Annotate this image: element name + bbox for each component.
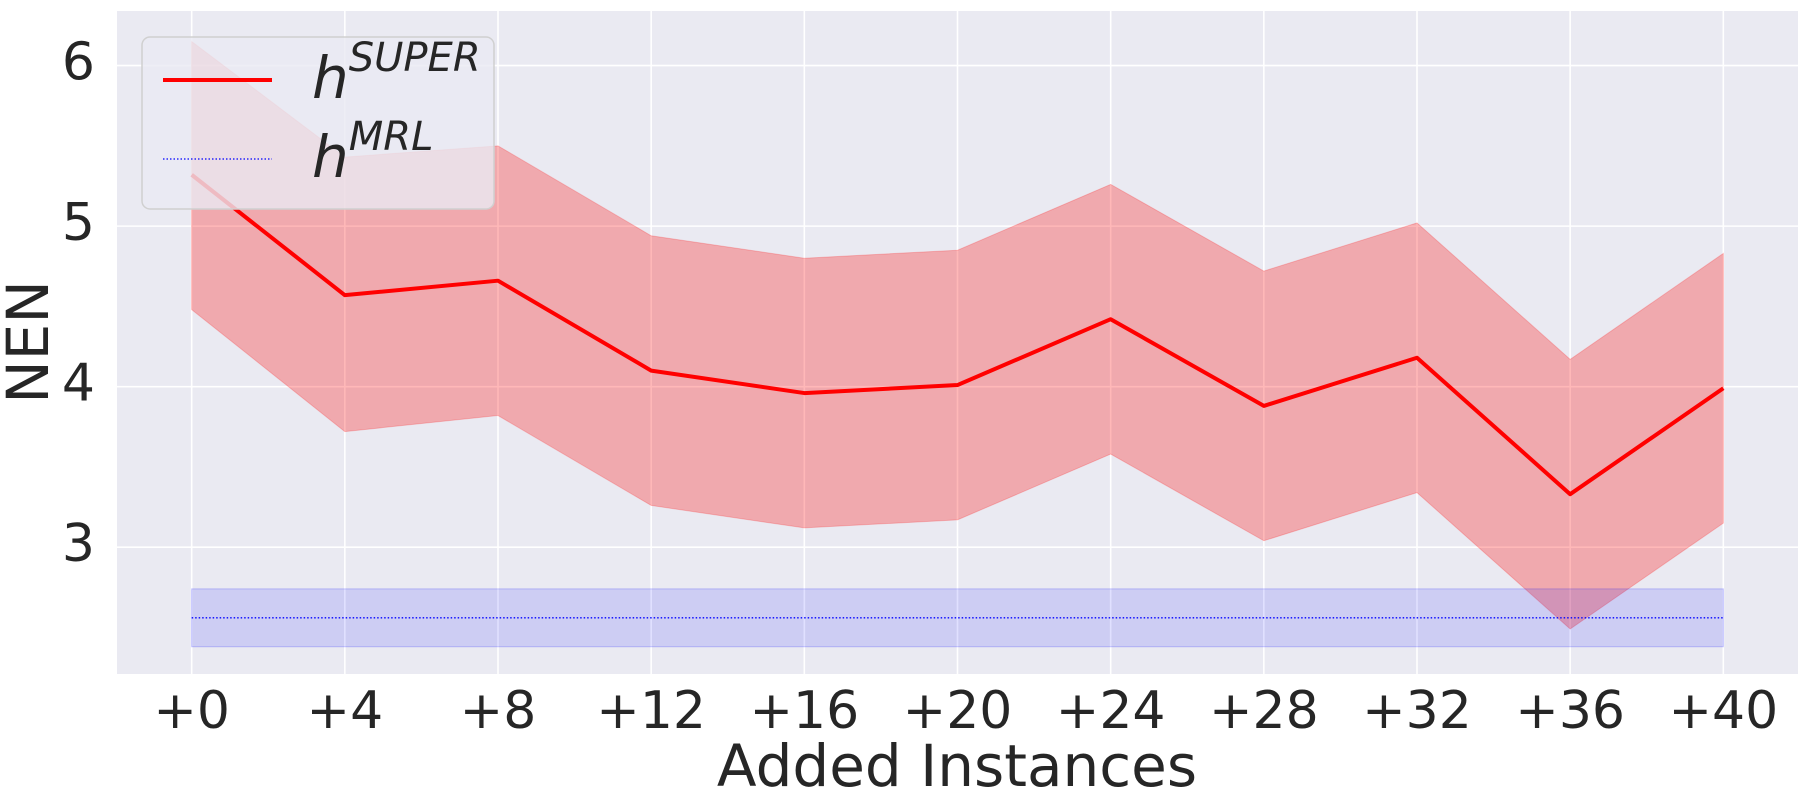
y-tick-label: 5 xyxy=(62,193,95,253)
x-tick-label: +24 xyxy=(1056,681,1166,741)
confidence-band xyxy=(191,588,1724,648)
x-tick-label: +28 xyxy=(1209,681,1319,741)
y-tick-label: 4 xyxy=(62,354,95,414)
x-tick-label: +36 xyxy=(1515,681,1625,741)
x-tick-label: +32 xyxy=(1362,681,1472,741)
confidence-band xyxy=(191,40,1724,630)
legend-label-base: h xyxy=(312,44,349,112)
legend-label: hMRL xyxy=(312,114,433,191)
x-tick-label: +8 xyxy=(460,681,537,741)
x-tick-label: +40 xyxy=(1668,681,1778,741)
x-axis-label: Added Instances xyxy=(717,732,1197,800)
legend-label-superscript: SUPER xyxy=(349,35,481,81)
x-tick-label: +4 xyxy=(307,681,384,741)
legend-label: hSUPER xyxy=(312,35,481,112)
x-tick-label: +16 xyxy=(749,681,859,741)
y-axis-label: NEN xyxy=(0,280,62,403)
y-tick-label: 6 xyxy=(62,33,95,93)
x-tick-label: +12 xyxy=(596,681,706,741)
x-tick-label: +20 xyxy=(903,681,1013,741)
x-tick-label: +0 xyxy=(153,681,230,741)
legend-label-superscript: MRL xyxy=(349,114,434,160)
series-line xyxy=(190,173,1725,497)
y-tick-label: 3 xyxy=(62,514,95,574)
legend-label-base: h xyxy=(312,123,349,191)
